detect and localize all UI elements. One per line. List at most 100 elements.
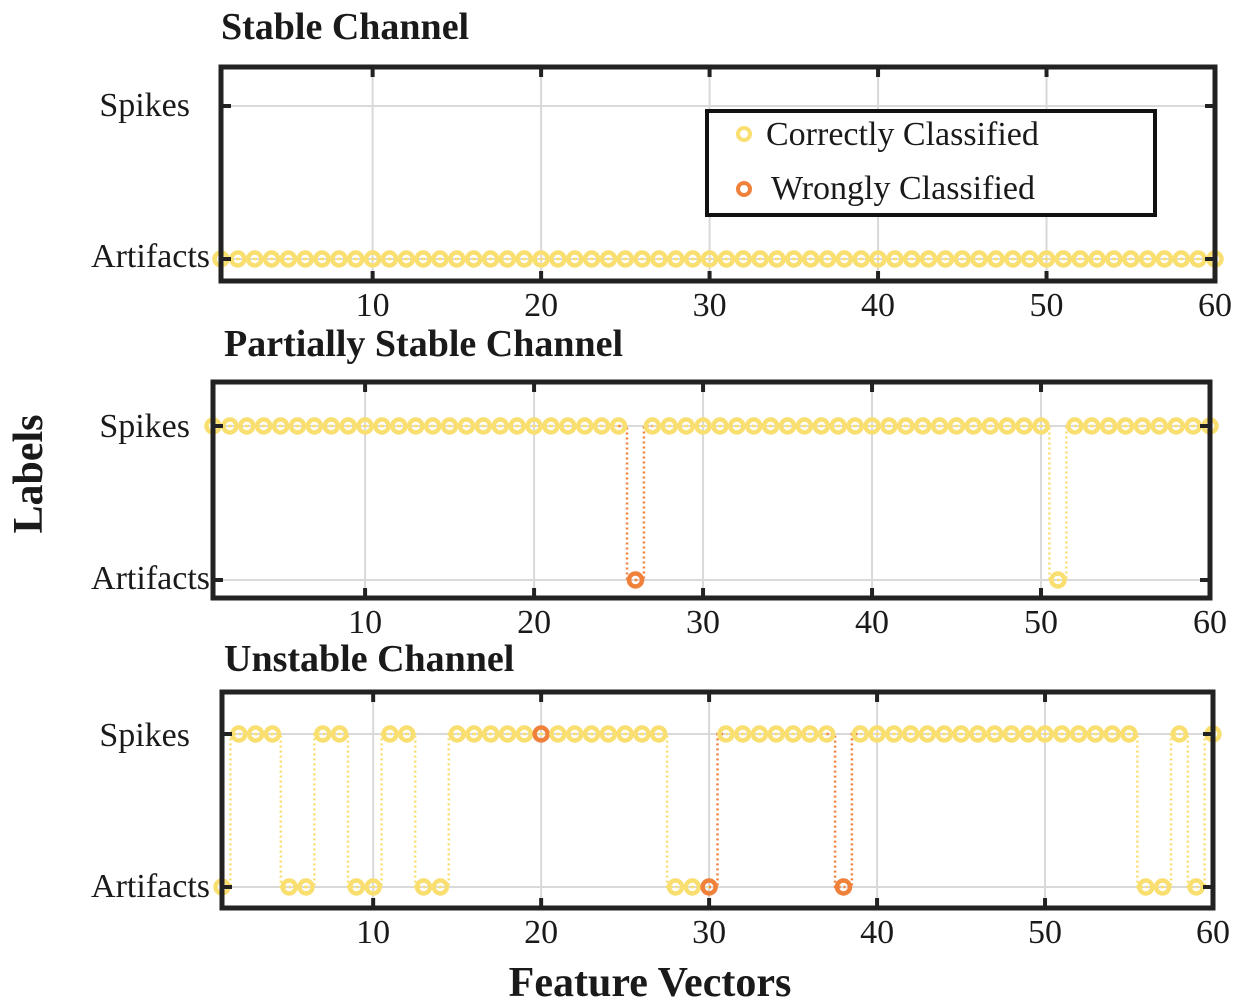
point-correct [969,725,987,743]
point-correct [717,725,735,743]
axis-ticks [213,382,1212,598]
stair-segment [222,732,239,889]
point-correct [599,250,618,268]
point-correct [650,250,668,268]
point-correct [280,878,298,896]
point-correct [373,417,391,435]
x-tick-label: 20 [524,914,558,951]
point-correct [998,417,1016,435]
stair-segment [826,732,844,889]
x-tick-label: 30 [692,914,726,951]
x-tick-label: 60 [1196,914,1230,951]
point-correct [542,417,560,435]
point-correct [1066,417,1084,435]
panel-partially-stable: Partially Stable Channel Spikes Artifact… [91,323,1227,641]
point-correct [381,725,399,743]
stair-segment [1129,732,1146,889]
point-correct [616,250,635,268]
point-correct [750,725,769,743]
point-correct [761,417,780,435]
point-correct [448,250,466,268]
point-correct [902,250,921,268]
point-correct [667,250,685,268]
point-correct [245,250,264,268]
x-tick-label: 30 [686,604,720,641]
point-correct [817,725,836,743]
point-correct [448,725,466,743]
data-points [212,250,1224,268]
point-correct [952,725,970,743]
point-correct [981,417,1000,435]
point-correct [987,250,1005,268]
point-correct [666,878,685,896]
point-correct [238,417,256,435]
y-tick-spikes: Spikes [99,408,190,445]
point-wrong [626,571,645,589]
point-correct [330,725,349,743]
y-tick-spikes: Spikes [99,87,190,124]
y-tick-artifacts: Artifacts [91,238,210,275]
point-correct [380,250,399,268]
point-correct [457,417,476,435]
point-correct [880,417,898,435]
x-tick-label: 40 [855,604,889,641]
point-correct [1004,250,1022,268]
point-correct [297,878,315,896]
point-correct [1036,725,1054,743]
point-correct [229,250,247,268]
stair-segment [1162,732,1180,889]
stair-segment [709,732,726,889]
legend-marker-wrong [736,181,752,197]
x-tick-label: 60 [1198,287,1232,324]
grid-lines [213,382,1210,598]
point-correct [744,417,763,435]
point-correct [322,417,341,435]
point-correct [481,725,500,743]
point-correct [288,417,307,435]
point-correct [677,417,695,435]
point-correct [717,250,736,268]
point-correct [498,250,517,268]
x-tick-label: 50 [1030,287,1064,324]
point-correct [582,725,601,743]
stair-segment [658,732,676,889]
point-correct [407,417,425,435]
x-tick-label: 40 [861,287,895,324]
stair-segment [305,732,323,889]
point-correct [1032,417,1050,435]
panel-unstable: Unstable Channel Spikes Artifacts 10 20 30… [91,638,1230,951]
x-tick-label: 40 [860,914,894,951]
point-correct [616,725,634,743]
point-correct [314,725,332,743]
point-correct [964,417,983,435]
point-correct [347,878,366,896]
point-correct [869,250,887,268]
x-axis-title: Feature Vectors [509,960,792,1006]
stem-lines [222,732,1213,889]
x-tick-label: 50 [1024,604,1058,641]
point-correct [643,417,662,435]
point-correct [947,417,966,435]
point-correct [498,725,517,743]
point-correct [733,725,752,743]
point-correct [1137,878,1155,896]
y-axis-title: Labels [6,414,52,533]
point-correct [930,417,949,435]
x-tick-label: 20 [524,287,558,324]
point-correct [296,250,314,268]
point-correct [1019,725,1037,743]
y-tick-artifacts: Artifacts [91,868,210,905]
stair-segment [618,424,636,582]
point-correct [1020,250,1039,268]
point-correct [566,250,584,268]
point-correct [918,725,937,743]
point-correct [711,417,729,435]
panel-title: Unstable Channel [224,638,514,680]
point-correct [262,250,281,268]
legend-box [705,109,1157,217]
point-correct [868,725,886,743]
point-correct [768,250,786,268]
stair-segment [843,732,861,889]
legend: Correctly Classified Wrongly Classified [705,109,1157,217]
stair-segment [440,732,458,889]
